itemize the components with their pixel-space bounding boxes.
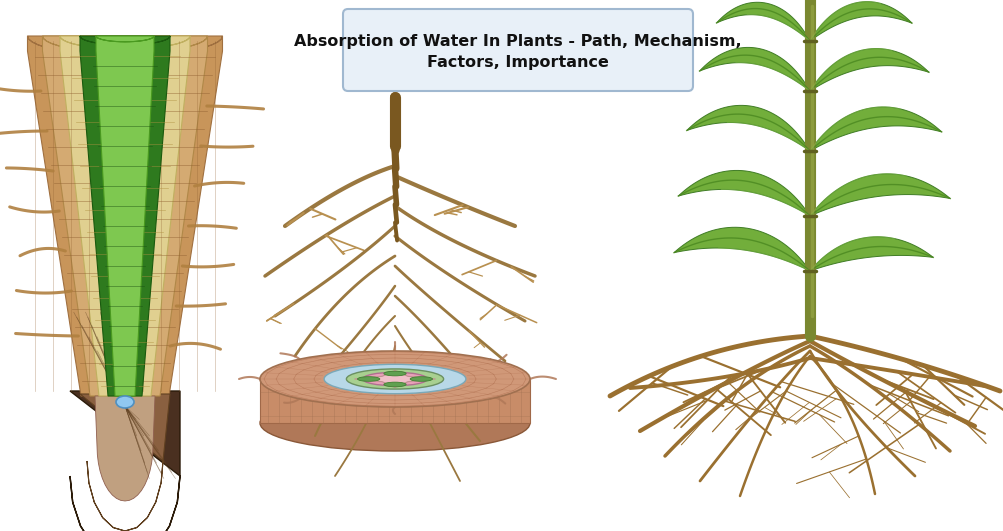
Ellipse shape: [324, 364, 465, 393]
Ellipse shape: [383, 382, 406, 387]
Polygon shape: [673, 227, 809, 271]
Polygon shape: [699, 47, 809, 91]
Ellipse shape: [260, 351, 530, 407]
Polygon shape: [70, 391, 180, 531]
Polygon shape: [95, 396, 154, 501]
Polygon shape: [809, 48, 928, 91]
Polygon shape: [27, 36, 223, 396]
Polygon shape: [42, 36, 208, 396]
Ellipse shape: [357, 376, 379, 381]
Polygon shape: [80, 36, 170, 396]
Text: Factors, Importance: Factors, Importance: [426, 55, 609, 71]
Ellipse shape: [410, 376, 432, 381]
Polygon shape: [809, 2, 911, 41]
Ellipse shape: [383, 371, 406, 376]
Text: Absorption of Water In Plants - Path, Mechanism,: Absorption of Water In Plants - Path, Me…: [294, 34, 741, 49]
Polygon shape: [80, 394, 170, 531]
Ellipse shape: [116, 396, 133, 408]
Ellipse shape: [260, 395, 530, 451]
Polygon shape: [354, 371, 435, 388]
Ellipse shape: [362, 372, 427, 386]
Polygon shape: [809, 237, 933, 271]
Polygon shape: [809, 174, 949, 216]
FancyBboxPatch shape: [260, 378, 530, 423]
Polygon shape: [716, 2, 809, 41]
Polygon shape: [686, 105, 809, 151]
Polygon shape: [96, 36, 153, 396]
Ellipse shape: [346, 369, 443, 389]
Polygon shape: [809, 107, 941, 151]
Polygon shape: [60, 36, 190, 396]
Polygon shape: [678, 170, 809, 216]
FancyBboxPatch shape: [343, 9, 692, 91]
